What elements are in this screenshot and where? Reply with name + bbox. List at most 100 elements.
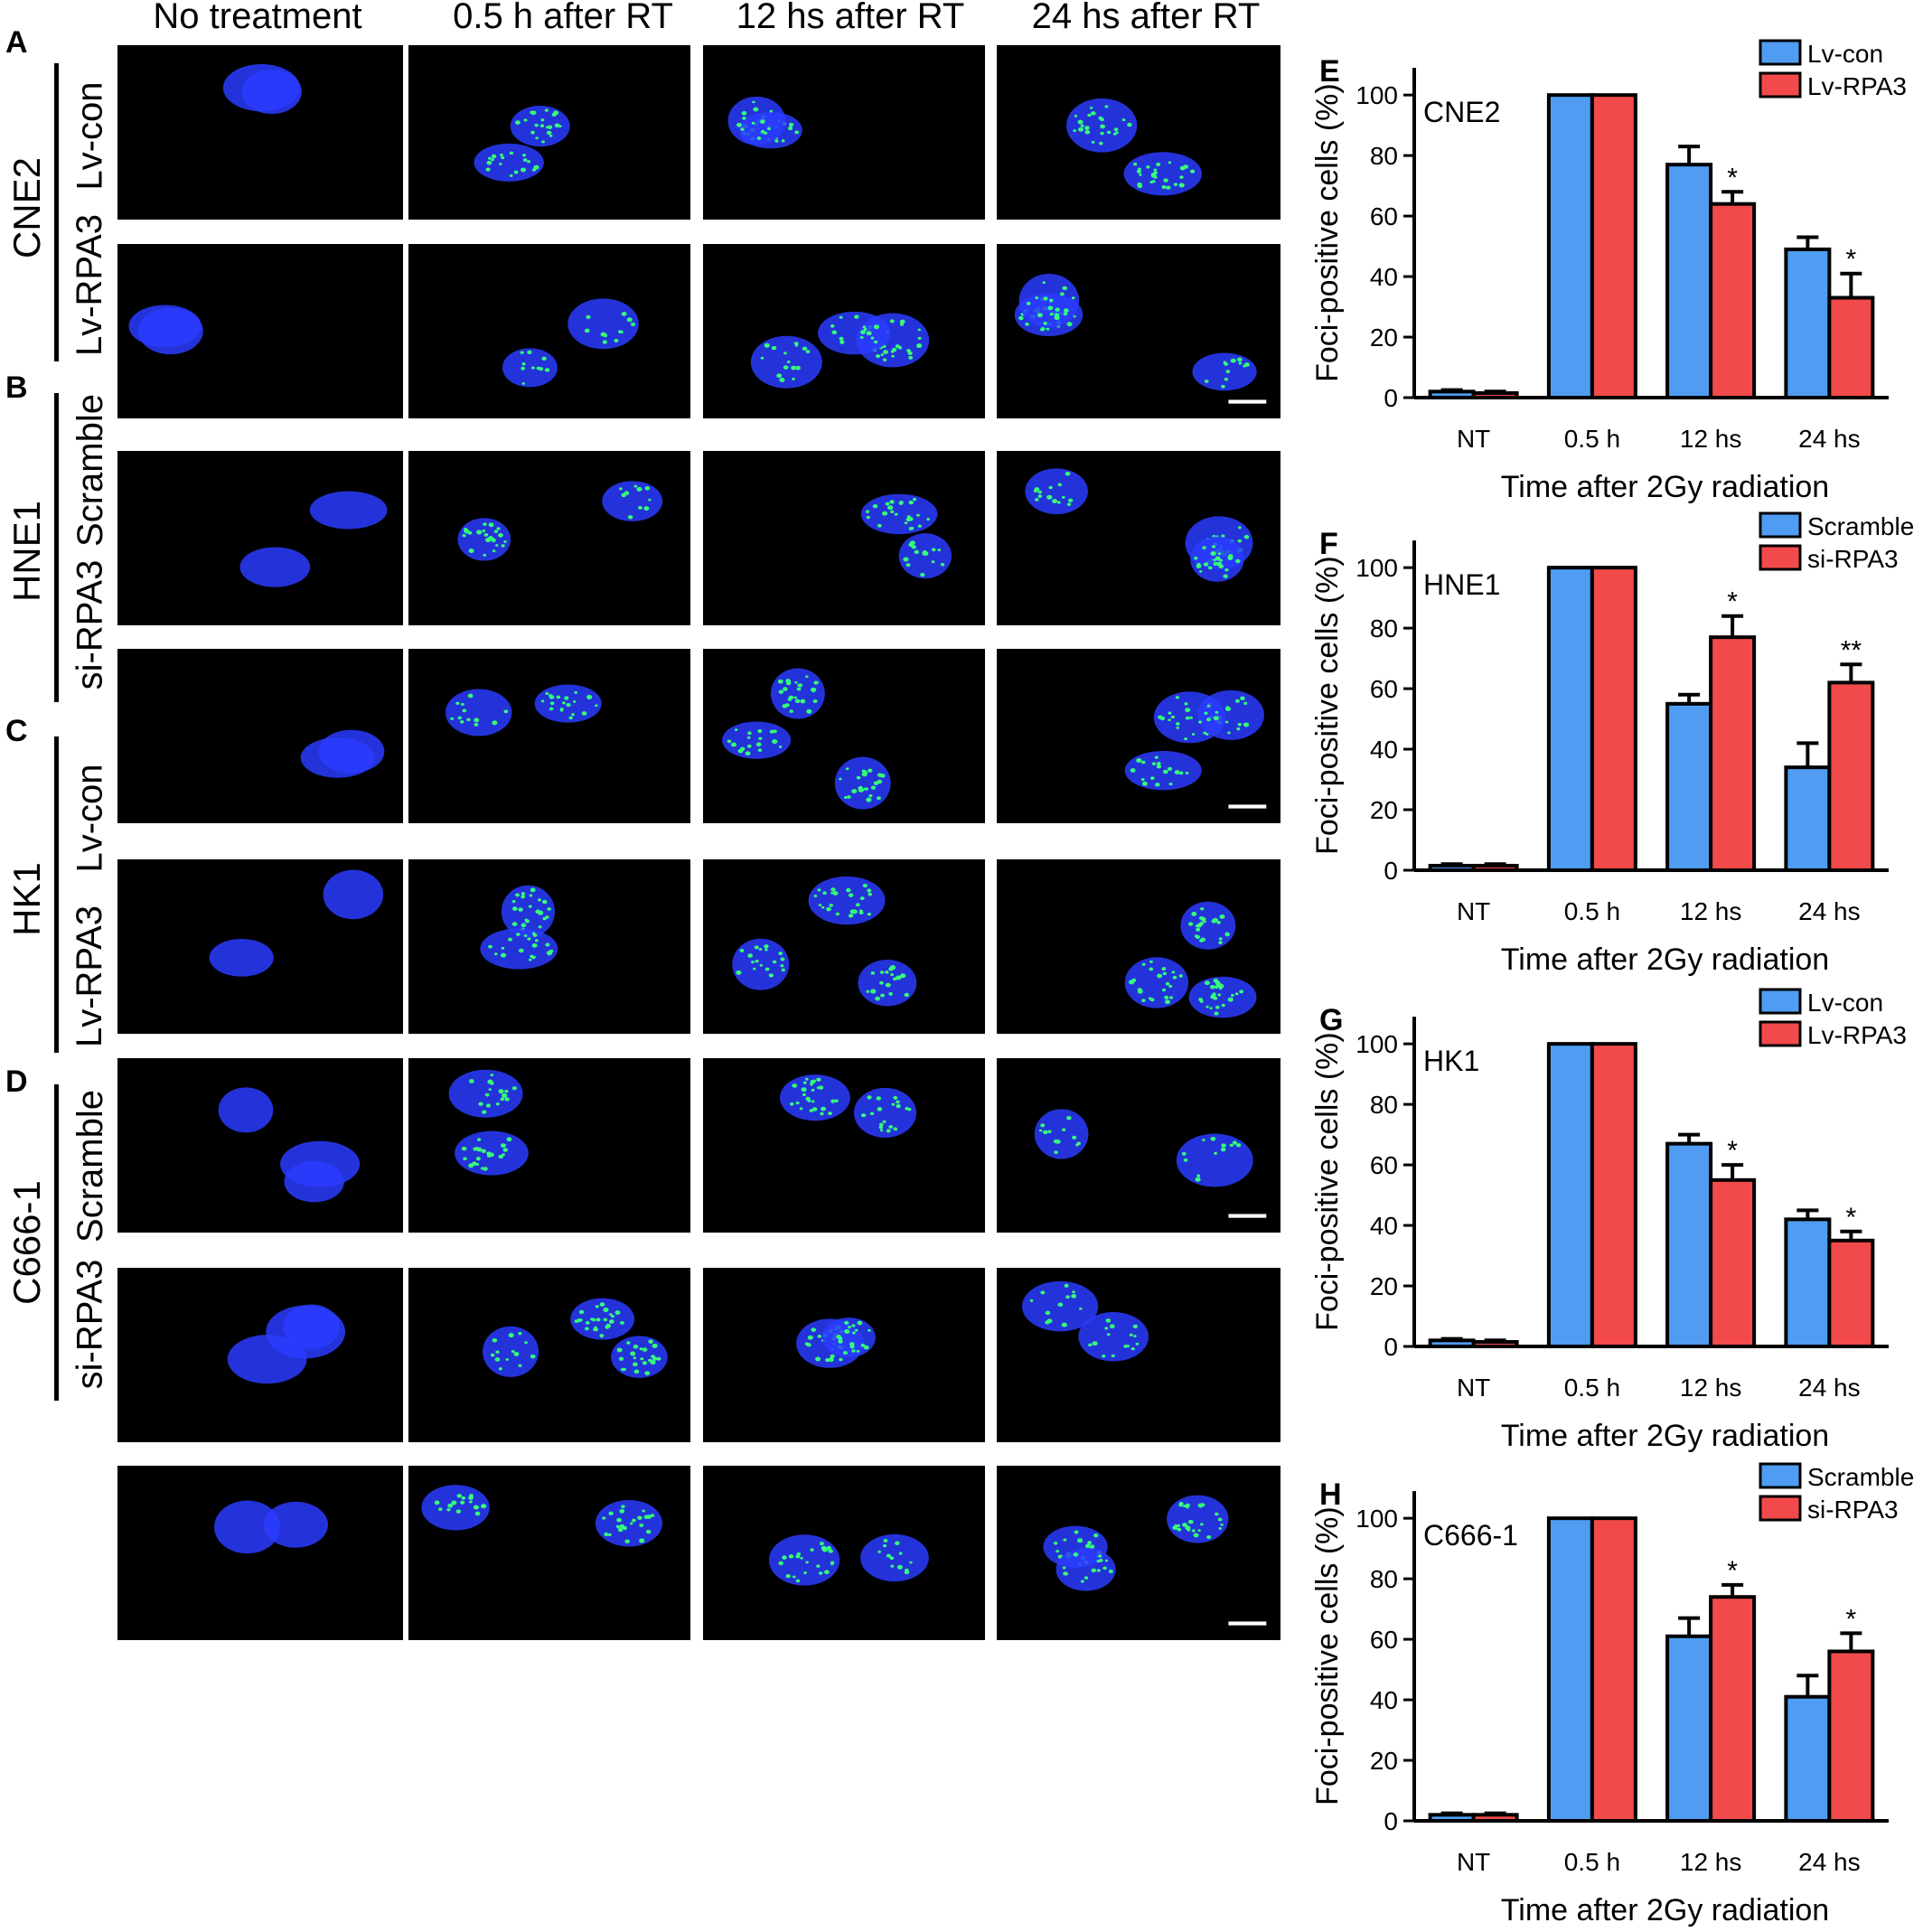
focus-dot (734, 728, 738, 731)
focus-dot (511, 1086, 517, 1091)
focus-dot (562, 701, 566, 705)
focus-dot (917, 336, 922, 340)
nucleus (309, 491, 388, 530)
row-label-hk1-lvcon: Lv-con (54, 736, 122, 899)
focus-dot (755, 960, 759, 963)
focus-dot (849, 909, 856, 914)
focus-dot (633, 1369, 640, 1374)
focus-dot (736, 970, 742, 975)
focus-dot (731, 742, 737, 747)
focus-dot (1217, 552, 1222, 556)
bar (1590, 566, 1637, 873)
significance-marker: * (1846, 1203, 1857, 1233)
nucleus (860, 1533, 929, 1582)
focus-dot (757, 748, 763, 753)
focus-dot (488, 944, 492, 949)
focus-dot (594, 1326, 597, 1329)
focus-dot (1137, 989, 1143, 994)
focus-dot (811, 1100, 815, 1103)
focus-dot (758, 736, 763, 740)
cell-line-label-cne2: CNE2 (5, 156, 49, 259)
focus-dot (1216, 921, 1221, 924)
focus-dot (501, 155, 505, 160)
micrograph-tile (408, 859, 690, 1035)
focus-dot (1063, 1538, 1067, 1542)
focus-dot (450, 717, 455, 720)
focus-dot (780, 964, 784, 968)
focus-dot (894, 512, 898, 516)
focus-dot (508, 1333, 514, 1338)
focus-dot (521, 382, 525, 385)
focus-dot (506, 1137, 512, 1142)
focus-dot (619, 1509, 625, 1514)
significance-marker: * (1727, 1136, 1738, 1166)
focus-dot (529, 894, 533, 897)
focus-dot (931, 560, 935, 564)
focus-dot (633, 484, 638, 488)
focus-dot (886, 1129, 891, 1133)
focus-dot (885, 971, 889, 974)
focus-dot (1215, 1512, 1219, 1516)
focus-dot (633, 1362, 638, 1367)
nucleus (323, 869, 384, 920)
chart-title: CNE2 (1423, 96, 1500, 128)
focus-dot (1065, 1295, 1070, 1299)
nucleus (595, 1499, 663, 1547)
focus-dot (1235, 1143, 1242, 1148)
nucleus (445, 689, 512, 736)
focus-dot (849, 1345, 855, 1349)
focus-dot (839, 315, 843, 319)
focus-dot (518, 907, 523, 912)
focus-dot (1140, 778, 1145, 782)
focus-dot (1150, 173, 1155, 175)
focus-dot (474, 722, 479, 727)
x-tick-label: 24 hs (1798, 1374, 1861, 1402)
focus-dot (805, 1096, 811, 1102)
legend-swatch (1759, 71, 1802, 98)
focus-dot (868, 794, 873, 798)
focus-dot (736, 122, 742, 127)
focus-dot (788, 695, 794, 700)
focus-dot (498, 1154, 504, 1159)
focus-dot (781, 968, 785, 972)
focus-dot (488, 522, 494, 528)
focus-dot (1218, 564, 1224, 568)
micrograph-tile (997, 1058, 1280, 1233)
focus-dot (490, 1353, 495, 1357)
panel-letter: H (1319, 1477, 1342, 1512)
focus-dot (854, 1328, 858, 1332)
nucleus (483, 1326, 539, 1377)
focus-dot (531, 943, 538, 948)
focus-dot (804, 1077, 809, 1081)
focus-dot (645, 1529, 652, 1534)
focus-dot (1077, 119, 1083, 125)
focus-dot (1185, 716, 1190, 720)
focus-dot (1047, 305, 1054, 311)
focus-dot (805, 1561, 809, 1564)
focus-dot (626, 317, 633, 323)
nucleus (860, 493, 938, 535)
focus-dot (877, 1550, 881, 1553)
focus-dot (1126, 1345, 1130, 1347)
focus-dot (1064, 1283, 1069, 1288)
focus-dot (1217, 1517, 1223, 1522)
nucleus (602, 481, 663, 521)
focus-dot (652, 1343, 658, 1348)
focus-dot (882, 358, 887, 362)
micrograph-tile (997, 859, 1280, 1035)
y-tick-label: 20 (1370, 1747, 1398, 1775)
focus-dot (1077, 1538, 1083, 1543)
focus-dot (1168, 718, 1171, 722)
focus-dot (1156, 162, 1161, 166)
nucleus (727, 96, 786, 145)
legend-swatch (1759, 511, 1802, 539)
focus-dot (1209, 985, 1215, 989)
focus-dot (648, 498, 652, 502)
chart-h: H 0 20 40 60 80 100 Foci-positive cells (%) Time… (1301, 1459, 1923, 1929)
focus-dot (746, 744, 752, 748)
bar (1590, 1042, 1637, 1349)
focus-dot (1191, 911, 1197, 916)
bar (1590, 1516, 1637, 1824)
focus-dot (1133, 1335, 1137, 1337)
focus-dot (1223, 574, 1228, 578)
